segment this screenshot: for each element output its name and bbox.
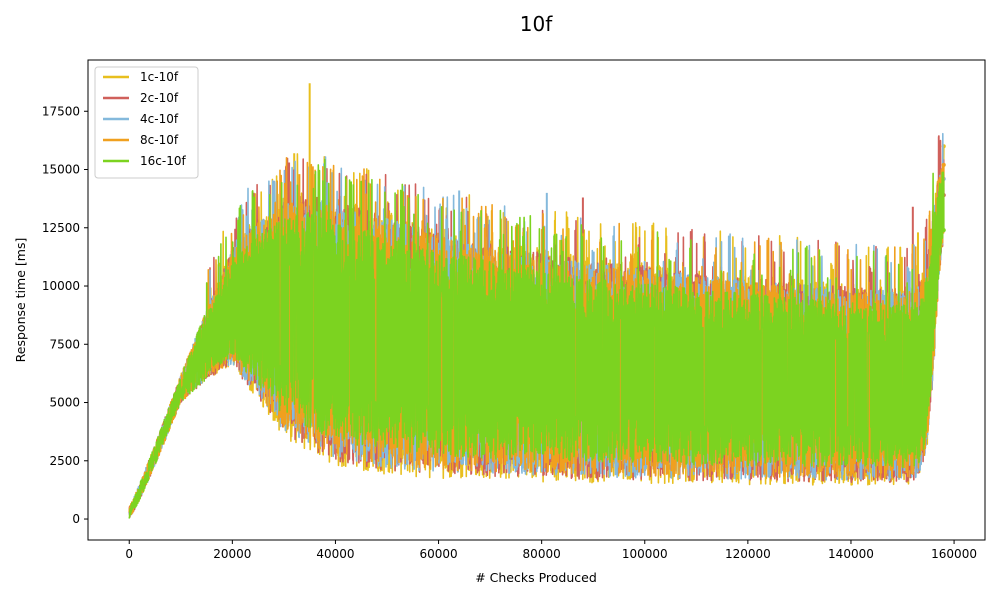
legend-label-8c-10f: 8c-10f [140, 133, 179, 147]
y-tick-label: 7500 [49, 337, 80, 351]
legend-label-2c-10f: 2c-10f [140, 91, 179, 105]
x-tick-label: 120000 [725, 547, 771, 561]
y-tick-label: 12500 [42, 221, 80, 235]
x-tick-label: 60000 [419, 547, 457, 561]
legend-box [94, 66, 199, 179]
x-tick-label: 100000 [622, 547, 668, 561]
x-tick-label: 20000 [213, 547, 251, 561]
x-axis: 0 20000 40000 60000 80000 100000 120000 140000 1… [125, 540, 977, 561]
x-tick-label: 140000 [828, 547, 874, 561]
x-axis-label: # Checks Produced [475, 570, 597, 585]
legend: 1c-10f 2c-10f 4c-10f 8c-10f 16c-10f [94, 66, 199, 179]
y-tick-label: 17500 [42, 104, 80, 118]
y-tick-label: 10000 [42, 279, 80, 293]
x-tick-label: 160000 [931, 547, 977, 561]
legend-label-16c-10f: 16c-10f [140, 154, 186, 168]
y-tick-label: 2500 [49, 454, 80, 468]
x-tick-label: 80000 [523, 547, 561, 561]
plot-area [128, 83, 946, 519]
y-tick-label: 15000 [42, 163, 80, 177]
y-axis: 0 2500 5000 7500 10000 12500 15000 17500 [42, 104, 88, 526]
plot-frame [87, 59, 986, 541]
series-end-point-16c-10f [941, 228, 946, 233]
y-tick-label: 5000 [49, 396, 80, 410]
chart-title: 10f [520, 12, 553, 36]
legend-label-1c-10f: 1c-10f [140, 70, 179, 84]
series-16c-10f [128, 158, 946, 519]
x-tick-label: 0 [125, 547, 133, 561]
legend-label-4c-10f: 4c-10f [140, 112, 179, 126]
y-tick-label: 0 [72, 512, 80, 526]
x-tick-label: 40000 [316, 547, 354, 561]
y-axis-label: Response time [ms] [13, 238, 28, 363]
series-end-point-8c-10f [941, 162, 946, 167]
series-line-16c-10f [128, 158, 945, 519]
